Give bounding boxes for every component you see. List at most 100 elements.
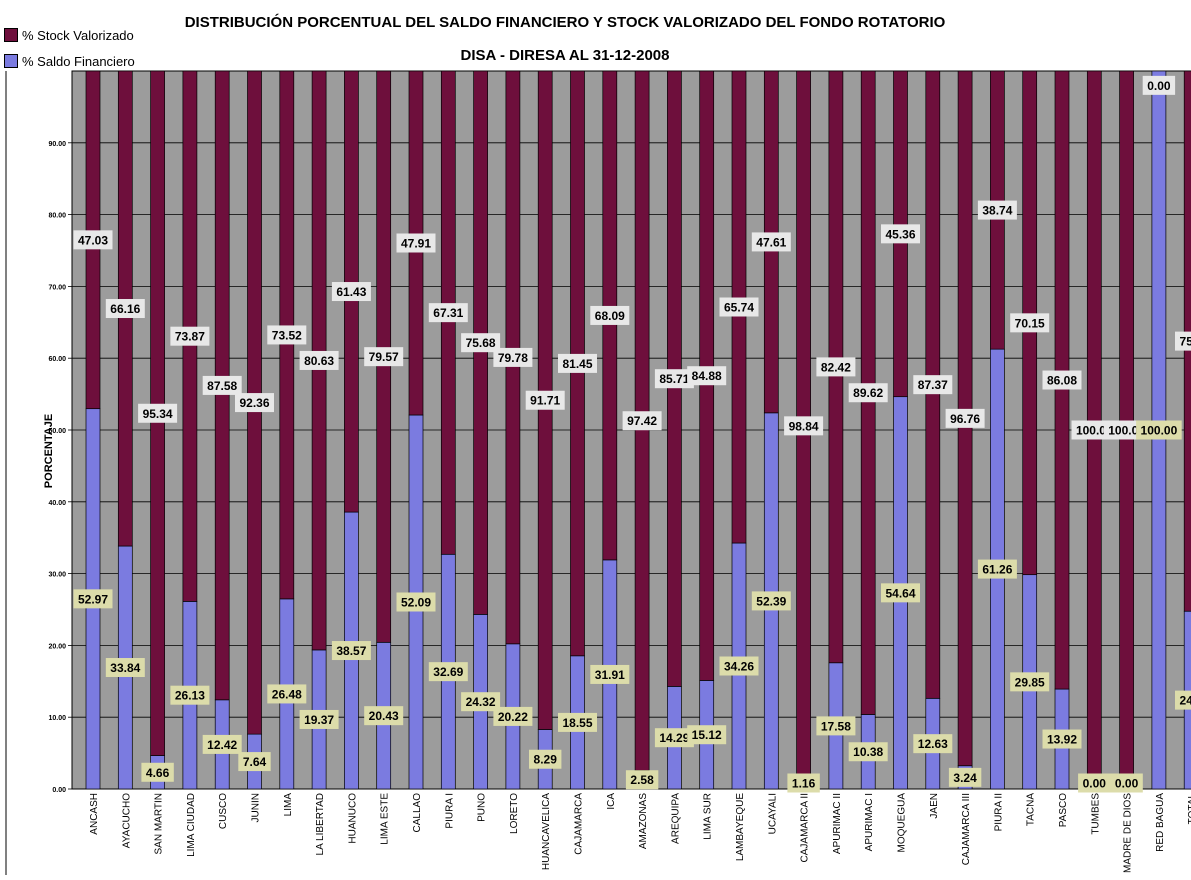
data-label-stock: 68.09	[595, 309, 625, 323]
x-tick-label: LIMA ESTE	[380, 793, 391, 845]
data-label-saldo-bg	[493, 706, 533, 726]
y-tick-label: 40.00	[48, 500, 66, 507]
data-label-stock-group: 75.2	[1175, 331, 1191, 351]
data-label-stock: 98.84	[789, 419, 819, 433]
data-label-saldo-group: 61.26	[977, 559, 1017, 579]
data-label-stock-bg	[622, 411, 662, 431]
data-label-saldo-group: 15.12	[687, 725, 727, 745]
data-label-saldo: 54.64	[885, 586, 915, 600]
data-label-saldo-bg	[331, 641, 371, 661]
data-label-saldo-bg	[73, 589, 113, 609]
x-tick-label: TOTAL	[1187, 793, 1191, 825]
data-label-saldo: 33.84	[110, 661, 140, 675]
x-tick-label: CAJAMARCA II	[800, 793, 811, 862]
data-label-saldo: 26.13	[175, 689, 205, 703]
data-label-stock: 100.00	[1108, 424, 1145, 438]
data-label-stock-group: 84.88	[687, 366, 727, 386]
data-label-saldo: 4.66	[146, 766, 170, 780]
data-label-saldo-bg	[948, 767, 982, 787]
data-label-stock: 0.00	[1147, 79, 1171, 93]
x-tick-label: PIURA II	[993, 793, 1004, 831]
x-tick-label: LIMA CIUDAD	[186, 793, 197, 857]
data-label-saldo: 12.42	[207, 738, 237, 752]
data-label-saldo-bg	[364, 706, 404, 726]
y-tick-label: 80.00	[48, 213, 66, 220]
data-label-saldo-group: 32.69	[428, 662, 468, 682]
data-label-stock: 87.37	[918, 378, 948, 392]
data-label-saldo-group: 20.22	[493, 706, 533, 726]
data-label-saldo-group: 31.91	[590, 664, 630, 684]
data-label-saldo-bg	[1042, 729, 1082, 749]
data-label-stock: 95.34	[143, 407, 173, 421]
data-label-saldo: 26.48	[272, 687, 302, 701]
data-label-stock-bg	[525, 390, 565, 410]
data-label-saldo-group: 29.85	[1010, 672, 1050, 692]
data-label-stock-bg	[1010, 313, 1050, 333]
data-label-stock-bg	[558, 353, 597, 373]
x-tick-label: HUANCAVELICA	[541, 793, 552, 870]
data-label-saldo: 29.85	[1015, 675, 1045, 689]
data-label-stock-bg	[881, 224, 920, 244]
data-label-stock-bg	[784, 416, 824, 436]
data-label-stock-bg	[235, 393, 274, 413]
data-label-stock-group: 86.08	[1042, 370, 1082, 390]
data-label-saldo: 7.64	[243, 755, 267, 769]
data-label-stock-bg	[299, 350, 339, 370]
data-label-stock-group: 95.34	[138, 403, 178, 423]
data-label-saldo: 20.43	[369, 709, 399, 723]
data-label-stock: 81.45	[562, 357, 592, 371]
data-label-stock-group: 75.68	[461, 333, 501, 353]
data-label-stock-group: 0.00	[1142, 75, 1176, 95]
data-label-stock-group: 80.63	[299, 350, 339, 370]
x-tick-label: MOQUEGUA	[897, 793, 908, 853]
x-tick-label: AYACUCHO	[121, 793, 132, 848]
data-label-saldo-bg	[590, 664, 630, 684]
data-label-stock-group: 45.36	[881, 224, 920, 244]
x-tick-label: PASCO	[1058, 793, 1069, 827]
data-label-saldo-group: 52.09	[396, 592, 436, 612]
x-tick-label: CUSCO	[218, 793, 229, 829]
data-label-stock-group: 47.03	[73, 230, 113, 250]
data-label-saldo: 13.92	[1047, 733, 1077, 747]
data-label-stock: 73.87	[175, 330, 205, 344]
data-label-saldo-group: 38.57	[331, 641, 371, 661]
data-label-stock-bg	[719, 297, 759, 317]
data-label-stock-group: 70.15	[1010, 313, 1050, 333]
data-label-stock-bg	[687, 366, 727, 386]
data-label-stock: 97.42	[627, 414, 657, 428]
data-label-saldo: 0.00	[1083, 777, 1107, 791]
x-tick-label: ICA	[606, 793, 617, 810]
data-label-saldo-group: 12.42	[202, 734, 242, 754]
data-label-stock-group: 97.42	[622, 411, 662, 431]
x-tick-label: APURIMAC I	[864, 793, 875, 851]
data-label-saldo-group: 26.13	[170, 685, 210, 705]
x-tick-label: LIMA SUR	[703, 793, 714, 840]
y-tick-label: 30.00	[48, 572, 66, 579]
data-label-stock-group: 61.43	[331, 282, 371, 302]
y-tick-label: 0.00	[52, 787, 66, 794]
data-label-saldo-group: 0.00	[1110, 773, 1143, 793]
data-label-stock: 86.08	[1047, 374, 1077, 388]
data-label-stock-group: 91.71	[525, 390, 565, 410]
data-label-stock-group: 65.74	[719, 297, 759, 317]
data-label-saldo-group: 13.92	[1042, 729, 1082, 749]
chart-subtitle: DISA - DIRESA AL 31-12-2008	[460, 47, 670, 64]
data-label-saldo-group: 14.29	[654, 728, 694, 748]
data-label-saldo-bg	[529, 749, 562, 769]
data-label-saldo: 24.7	[1180, 694, 1191, 708]
data-label-stock: 61.43	[336, 285, 366, 299]
data-label-saldo: 1.16	[792, 777, 816, 791]
data-label-stock: 73.52	[272, 328, 302, 342]
data-label-saldo: 3.24	[953, 771, 977, 785]
data-label-stock-bg	[751, 232, 791, 252]
data-label-stock-group: 73.87	[170, 326, 210, 346]
data-label-stock-bg	[977, 200, 1017, 220]
x-tick-label: MADRE DE DIOS	[1123, 793, 1134, 873]
data-label-saldo-bg	[787, 773, 820, 793]
x-tick-label: AREQUIPA	[670, 793, 681, 844]
data-label-stock-group: 38.74	[977, 200, 1017, 220]
data-label-saldo: 19.37	[304, 713, 334, 727]
data-label-stock-bg	[428, 303, 468, 323]
data-label-stock-group: 68.09	[590, 305, 630, 325]
